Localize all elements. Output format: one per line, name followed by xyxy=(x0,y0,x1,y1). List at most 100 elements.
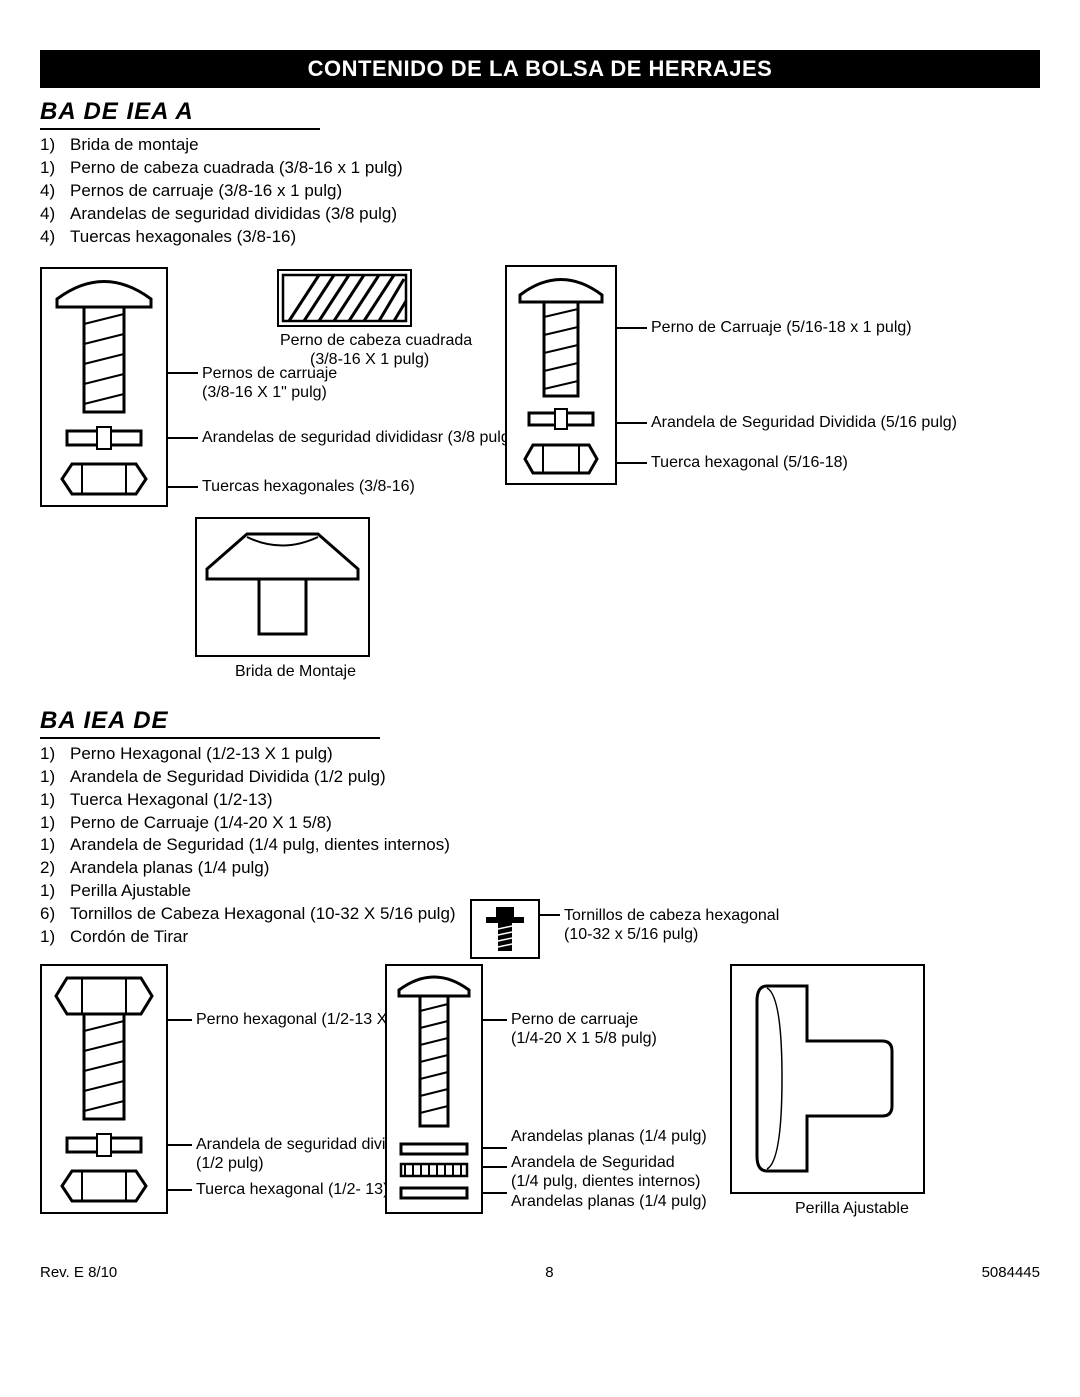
parts-list-row: 1)Perno Hexagonal (1/2-13 X 1 pulg) xyxy=(40,743,1040,766)
label-text: Tornillos de cabeza hexagonal xyxy=(564,907,779,924)
heading-underline-a xyxy=(40,128,320,130)
page-footer: Rev. E 8/10 8 5084445 xyxy=(40,1264,1040,1281)
parts-list-row: 1)Perno de Carruaje (1/4-20 X 1 5/8) xyxy=(40,812,1040,835)
qty: 1) xyxy=(40,789,70,812)
parts-list-row: 4)Arandelas de seguridad divididas (3/8 … xyxy=(40,203,1040,226)
section-b-heading: BA IEA DE xyxy=(40,707,1040,735)
footer-rev: Rev. E 8/10 xyxy=(40,1264,117,1281)
label-text: (1/2 pulg) xyxy=(196,1155,264,1172)
tick xyxy=(168,1144,192,1146)
part-name: Perno de Carruaje (1/4-20 X 1 5/8) xyxy=(70,812,332,835)
label-flange: Brida de Montaje xyxy=(235,662,356,681)
tick xyxy=(168,372,198,374)
tick xyxy=(168,486,198,488)
label-lockwasher-r: Arandela de Seguridad Dividida (5/16 pul… xyxy=(651,413,957,432)
label-text: (1/4-20 X 1 5/8 pulg) xyxy=(511,1030,657,1047)
footer-page: 8 xyxy=(545,1264,553,1281)
label-carriage-r: Perno de Carruaje (5/16-18 x 1 pulg) xyxy=(651,318,912,337)
qty: 4) xyxy=(40,180,70,203)
part-name: Arandela de Seguridad (1/4 pulg, dientes… xyxy=(70,834,450,857)
qty: 1) xyxy=(40,880,70,903)
heading-underline-b xyxy=(40,737,380,739)
label-square-bolt: Perno de cabeza cuadrada (3/8-16 X 1 pul… xyxy=(280,331,472,369)
qty: 1) xyxy=(40,834,70,857)
label-lockwasher: Arandelas de seguridad divididasr (3/8 p… xyxy=(202,428,515,447)
box-square-bolt xyxy=(277,269,412,327)
hex-bolt-icon xyxy=(42,966,166,1212)
label-text: Perno de carruaje xyxy=(511,1011,638,1028)
square-bolt-icon xyxy=(279,271,410,325)
qty: 2) xyxy=(40,857,70,880)
qty: 1) xyxy=(40,134,70,157)
label-text: (3/8-16 X 1" pulg) xyxy=(202,384,327,401)
label-text: Arandela de Seguridad xyxy=(511,1154,675,1171)
label-hexnut-r: Tuerca hexagonal (5/16-18) xyxy=(651,453,848,472)
box-carriage-right xyxy=(505,265,617,485)
footer-doc: 5084445 xyxy=(982,1264,1040,1281)
qty: 1) xyxy=(40,766,70,789)
part-name: Arandelas de seguridad divididas (3/8 pu… xyxy=(70,203,397,226)
tick xyxy=(483,1166,507,1168)
title-bar: CONTENIDO DE LA BOLSA DE HERRAJES xyxy=(40,50,1040,88)
qty: 1) xyxy=(40,157,70,180)
tick xyxy=(483,1147,507,1149)
box-hexscrew xyxy=(470,899,540,959)
hex-screw-icon xyxy=(472,901,538,957)
box-carriage-left xyxy=(40,267,168,507)
parts-list-row: 1)Perilla Ajustable xyxy=(40,880,1040,903)
part-name: Tuerca Hexagonal (1/2-13) xyxy=(70,789,273,812)
knob-icon xyxy=(732,966,923,1192)
section-a-diagrams: Pernos de carruaje (3/8-16 X 1" pulg) Ar… xyxy=(40,267,1040,697)
part-name: Pernos de carruaje (3/8-16 x 1 pulg) xyxy=(70,180,342,203)
parts-list-row: 4)Pernos de carruaje (3/8-16 x 1 pulg) xyxy=(40,180,1040,203)
label-text: Perno de cabeza cuadrada xyxy=(280,332,472,349)
part-name: Perilla Ajustable xyxy=(70,880,191,903)
label-flat2: Arandelas planas (1/4 pulg) xyxy=(511,1192,707,1211)
parts-list-row: 1)Arandela de Seguridad (1/4 pulg, dient… xyxy=(40,834,1040,857)
qty: 4) xyxy=(40,226,70,249)
label-text: (1/4 pulg, dientes internos) xyxy=(511,1173,700,1190)
part-name: Brida de montaje xyxy=(70,134,199,157)
tick xyxy=(168,1189,192,1191)
tick xyxy=(483,1192,507,1194)
parts-list-row: 1)Perno de cabeza cuadrada (3/8-16 x 1 p… xyxy=(40,157,1040,180)
label-hexnut: Tuercas hexagonales (3/8-16) xyxy=(202,477,415,496)
qty: 1) xyxy=(40,743,70,766)
carriage-bolt-icon xyxy=(507,267,615,483)
part-name: Tuercas hexagonales (3/8-16) xyxy=(70,226,296,249)
label-carriage-mid: Perno de carruaje (1/4-20 X 1 5/8 pulg) xyxy=(511,1010,657,1048)
label-toothwasher: Arandela de Seguridad (1/4 pulg, dientes… xyxy=(511,1153,700,1191)
tick xyxy=(168,437,198,439)
tick xyxy=(617,422,647,424)
section-a-list: 1)Brida de montaje1)Perno de cabeza cuad… xyxy=(40,134,1040,249)
box-knob xyxy=(730,964,925,1194)
section-a-heading: BA DE IEA A xyxy=(40,98,1040,126)
label-carriage: Pernos de carruaje (3/8-16 X 1" pulg) xyxy=(202,364,337,402)
carriage-bolt-icon xyxy=(42,269,166,505)
tick xyxy=(617,462,647,464)
parts-list-row: 1)Arandela de Seguridad Dividida (1/2 pu… xyxy=(40,766,1040,789)
box-carriage-mid xyxy=(385,964,483,1214)
box-flange xyxy=(195,517,370,657)
box-hexbolt xyxy=(40,964,168,1214)
label-text: Arandela de seguridad dividida xyxy=(196,1136,416,1153)
label-hexscrew: Tornillos de cabeza hexagonal (10-32 x 5… xyxy=(564,906,779,944)
label-lockwasher-b: Arandela de seguridad dividida (1/2 pulg… xyxy=(196,1135,416,1173)
parts-list-row: 4)Tuercas hexagonales (3/8-16) xyxy=(40,226,1040,249)
part-name: Perno Hexagonal (1/2-13 X 1 pulg) xyxy=(70,743,333,766)
part-name: Arandela de Seguridad Dividida (1/2 pulg… xyxy=(70,766,386,789)
tick xyxy=(483,1019,507,1021)
label-flat1: Arandelas planas (1/4 pulg) xyxy=(511,1127,707,1146)
tick xyxy=(168,1019,192,1021)
label-hexnut-b: Tuerca hexagonal (1/2- 13) xyxy=(196,1180,388,1199)
label-text: (10-32 x 5/16 pulg) xyxy=(564,926,698,943)
carriage-bolt-mid-icon xyxy=(387,966,481,1212)
label-text: (3/8-16 X 1 pulg) xyxy=(280,351,429,368)
flange-icon xyxy=(197,519,368,655)
label-knob: Perilla Ajustable xyxy=(795,1199,909,1218)
parts-list-row: 2)Arandela planas (1/4 pulg) xyxy=(40,857,1040,880)
qty: 1) xyxy=(40,812,70,835)
parts-list-row: 1)Brida de montaje xyxy=(40,134,1040,157)
qty: 4) xyxy=(40,203,70,226)
section-b-diagrams: Tornillos de cabeza hexagonal (10-32 x 5… xyxy=(40,904,1040,1224)
